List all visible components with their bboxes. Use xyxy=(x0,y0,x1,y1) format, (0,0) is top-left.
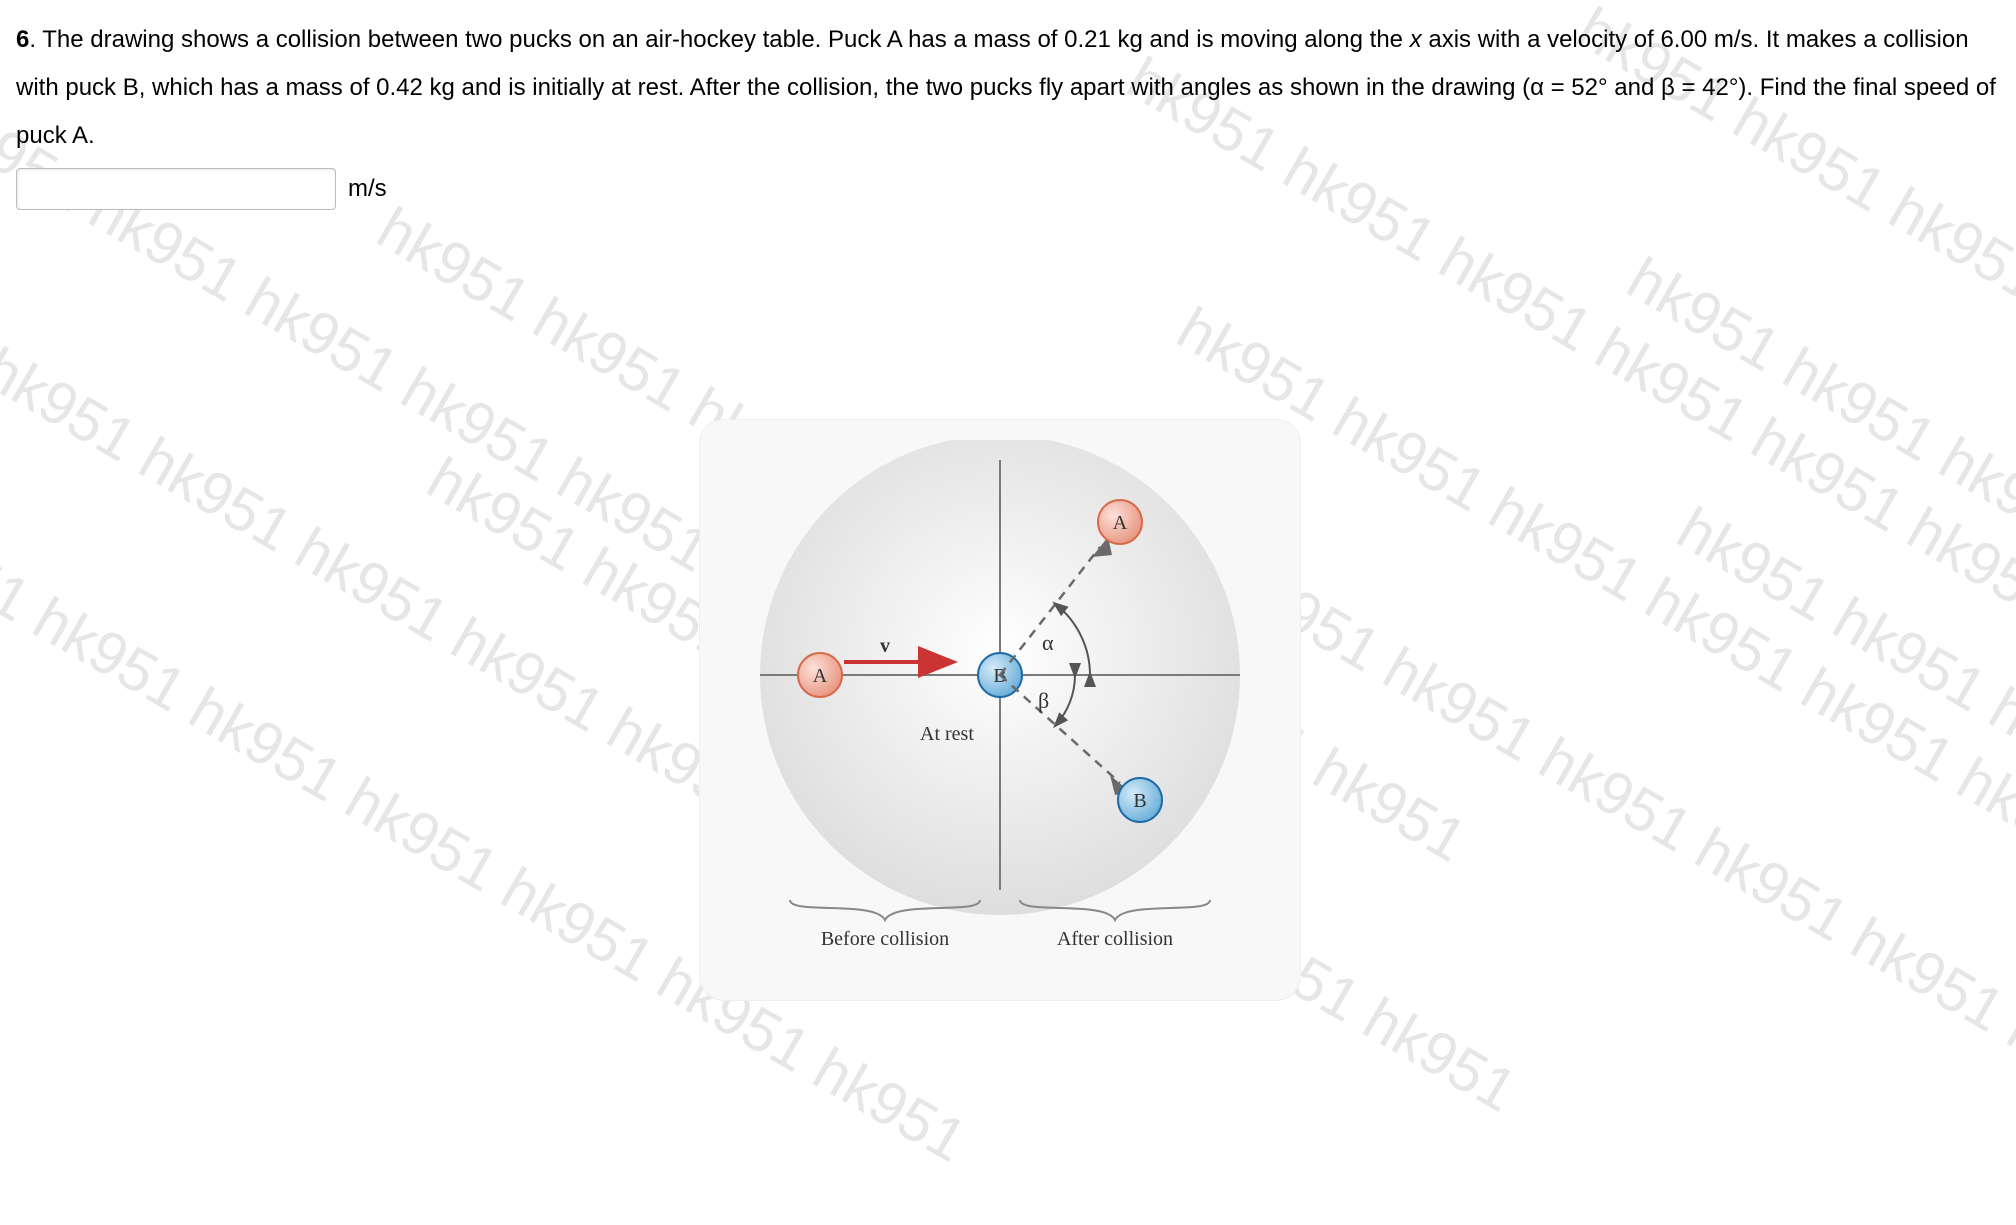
answer-input[interactable] xyxy=(16,168,336,210)
question-body-1: . The drawing shows a collision between … xyxy=(29,26,1409,53)
answer-row: m/s xyxy=(16,168,2000,210)
beta-label: β xyxy=(1038,688,1049,713)
puck-a-before-label: A xyxy=(813,665,828,687)
after-label: After collision xyxy=(1057,928,1173,950)
puck-a-after-label: A xyxy=(1113,512,1128,534)
question-italic-x: x xyxy=(1410,26,1422,53)
at-rest-label: At rest xyxy=(920,723,974,745)
unit-label: m/s xyxy=(348,175,387,203)
watermark-text: hk951 hk951 hk951 hk951 hk951 hk951 hk95… xyxy=(1616,244,2016,926)
before-label: Before collision xyxy=(821,928,949,950)
puck-b-after-label: B xyxy=(1133,790,1146,812)
watermark-text: hk951 hk951 hk951 hk951 hk951 hk951 hk95… xyxy=(1666,494,2016,1176)
question-text: 6. The drawing shows a collision between… xyxy=(16,16,2000,160)
diagram-svg: A v B At rest A B α β Before collision A… xyxy=(720,440,1280,980)
question-number: 6 xyxy=(16,26,29,53)
alpha-label: α xyxy=(1042,630,1054,655)
collision-diagram: A v B At rest A B α β Before collision A… xyxy=(700,420,1300,1000)
velocity-label: v xyxy=(880,635,890,657)
watermark-text: hk951 hk951 hk951 hk951 hk951 hk951 hk95… xyxy=(1216,544,2016,1225)
